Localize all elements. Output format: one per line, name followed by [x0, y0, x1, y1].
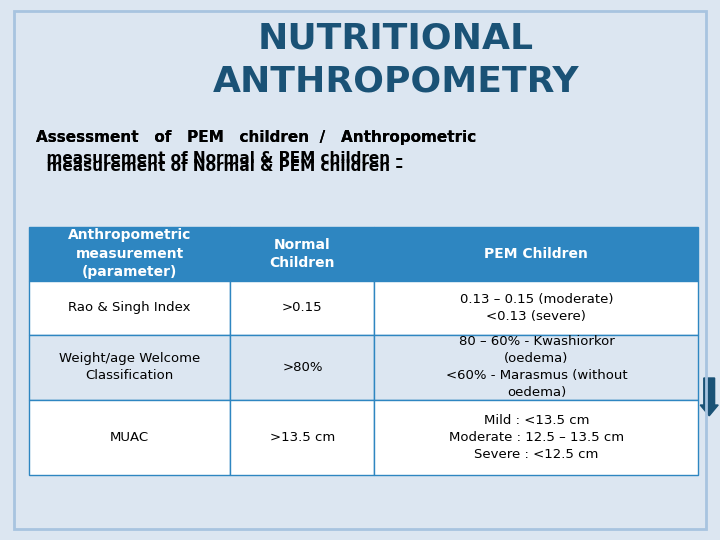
Text: >80%: >80% [282, 361, 323, 374]
FancyBboxPatch shape [374, 227, 698, 281]
FancyBboxPatch shape [374, 335, 698, 400]
FancyBboxPatch shape [230, 400, 374, 475]
FancyBboxPatch shape [374, 281, 698, 335]
Text: >13.5 cm: >13.5 cm [270, 431, 335, 444]
FancyBboxPatch shape [29, 400, 230, 475]
FancyBboxPatch shape [230, 281, 374, 335]
Text: 80 – 60% - Kwashiorkor
(oedema)
<60% - Marasmus (without
oedema): 80 – 60% - Kwashiorkor (oedema) <60% - M… [446, 335, 627, 399]
Text: Assessment   of   PEM   children  /   Anthropometric
  measurement of Normal & P: Assessment of PEM children / Anthropomet… [0, 539, 1, 540]
Text: >0.15: >0.15 [282, 301, 323, 314]
Text: 0.13 – 0.15 (moderate)
<0.13 (severe): 0.13 – 0.15 (moderate) <0.13 (severe) [459, 293, 613, 323]
FancyBboxPatch shape [29, 281, 230, 335]
Text: Weight/age Welcome
Classification: Weight/age Welcome Classification [59, 352, 200, 382]
Text: Assessment   of   PEM   children  /   Anthropometric
  measurement of Normal & P: Assessment of PEM children / Anthropomet… [36, 130, 476, 166]
FancyBboxPatch shape [29, 335, 230, 400]
FancyBboxPatch shape [230, 335, 374, 400]
FancyBboxPatch shape [29, 227, 230, 281]
Text: NUTRITIONAL: NUTRITIONAL [258, 22, 534, 56]
Text: Mild : <13.5 cm
Moderate : 12.5 – 13.5 cm
Severe : <12.5 cm: Mild : <13.5 cm Moderate : 12.5 – 13.5 c… [449, 414, 624, 461]
Text: Anthropometric
measurement
(parameter): Anthropometric measurement (parameter) [68, 228, 192, 279]
Text: Rao & Singh Index: Rao & Singh Index [68, 301, 191, 314]
FancyBboxPatch shape [230, 227, 374, 281]
FancyBboxPatch shape [374, 400, 698, 475]
Text: PEM Children: PEM Children [485, 247, 588, 261]
Text: Normal
Children: Normal Children [270, 238, 335, 270]
Text: measurement of Normal & PEM children –: measurement of Normal & PEM children – [36, 159, 403, 174]
Text: ANTHROPOMETRY: ANTHROPOMETRY [212, 65, 580, 99]
Text: MUAC: MUAC [110, 431, 149, 444]
Text: Assessment   of   PEM   children  /   Anthropometric: Assessment of PEM children / Anthropomet… [36, 130, 476, 145]
FancyArrow shape [701, 378, 718, 416]
